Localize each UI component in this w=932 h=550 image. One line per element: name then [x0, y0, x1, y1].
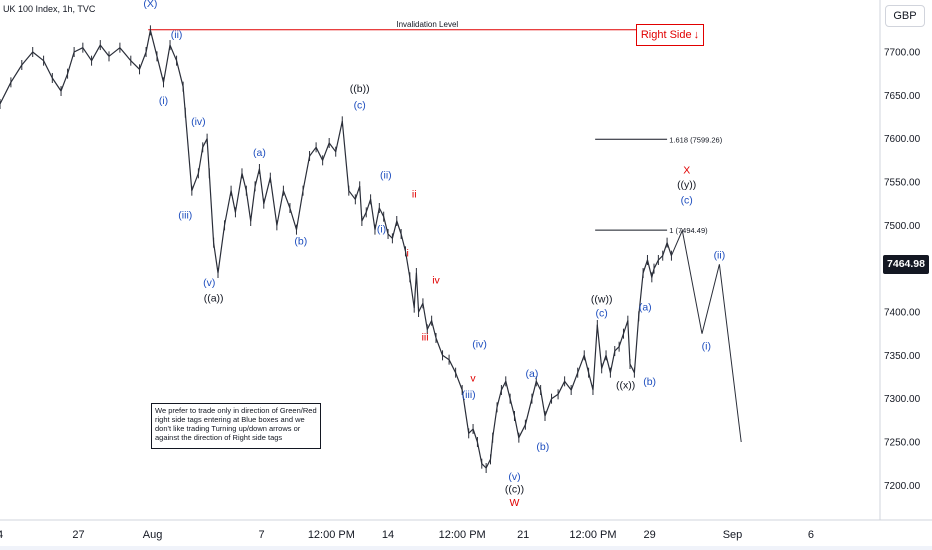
projection-line [670, 228, 742, 443]
wave-label: (i) [702, 340, 711, 352]
x-axis: 4 27 Aug 7 12:00 PM 14 12:00 PM 21 12:00 PM 29 Sep… [0, 529, 814, 541]
wave-label: (v) [508, 471, 520, 483]
fib-label: 1 (7494.49) [669, 226, 708, 235]
wave-label: (i) [377, 223, 386, 235]
wave-label: (a) [253, 147, 266, 159]
wave-label: (ii) [171, 29, 183, 41]
wave-label: (i) [159, 95, 168, 107]
last-price-tag: 7464.98 [883, 255, 929, 274]
wave-label: iv [432, 274, 440, 286]
wave-label: (b) [643, 376, 656, 388]
y-tick-label: 7550.00 [884, 178, 921, 189]
y-tick-label: 7300.00 [884, 394, 921, 405]
x-tick-label: 12:00 PM [569, 529, 616, 541]
chart-title: UK 100 Index, 1h, TVC [3, 4, 96, 14]
x-tick-label: 12:00 PM [308, 529, 355, 541]
wave-label: (a) [639, 301, 652, 313]
wave-label: v [470, 372, 476, 384]
y-tick-label: 7350.00 [884, 351, 921, 362]
wave-label: (iv) [191, 116, 206, 128]
wave-label: (a) [525, 368, 538, 380]
x-tick-label: 6 [808, 529, 814, 541]
wave-label: ((a)) [204, 293, 224, 305]
wave-label: ((c)) [505, 483, 524, 495]
x-tick-label: 21 [517, 529, 529, 541]
wave-label: ii [412, 189, 417, 201]
wave-label: (c) [354, 99, 366, 111]
invalidation-level-label: Invalidation Level [396, 20, 458, 29]
fib-levels: Invalidation Level7725.651.618 (7599.26)… [148, 20, 723, 235]
wave-label: ((x)) [616, 379, 635, 391]
y-tick-label: 7700.00 [884, 48, 921, 59]
wave-label: ((y)) [677, 179, 696, 191]
wave-label: iii [422, 332, 429, 344]
x-tick-label: 12:00 PM [439, 529, 486, 541]
wave-label: (ii) [380, 170, 392, 182]
x-tick-label: 14 [382, 529, 394, 541]
y-tick-label: 7250.00 [884, 438, 921, 449]
wave-label: (iii) [178, 209, 192, 221]
x-tick-label: 27 [72, 529, 84, 541]
wave-label: ((b)) [350, 83, 370, 95]
price-line [0, 29, 672, 469]
x-tick-label: Aug [143, 529, 163, 541]
projection-path [670, 228, 742, 443]
wave-labels: (X) (i) (ii) (iii) (iv) (v) ((a)) (a) (b) ((b)) (c… [143, 0, 725, 509]
y-tick-label: 7200.00 [884, 481, 921, 492]
fib-label: 1.618 (7599.26) [669, 135, 722, 144]
y-tick-label: 7400.00 [884, 308, 921, 319]
wave-label: (b) [294, 235, 307, 247]
right-side-label: Right Side [640, 29, 692, 41]
x-tick-label: 4 [0, 529, 3, 541]
x-tick-label: Sep [723, 529, 743, 541]
y-tick-label: 7500.00 [884, 221, 921, 232]
price-series [0, 25, 672, 473]
wave-label: ((w)) [591, 293, 613, 305]
down-arrow-icon: ↓ [693, 29, 700, 41]
wave-label: (iv) [472, 339, 487, 351]
wave-label: X [683, 164, 690, 176]
wave-label: (X) [143, 0, 157, 10]
time-scrollbar[interactable] [0, 546, 932, 550]
y-tick-label: 7600.00 [884, 134, 921, 145]
wave-label: (v) [203, 277, 215, 289]
wave-label: i [406, 248, 408, 260]
wave-label: W [510, 497, 520, 509]
right-side-tag: Right Side ↓ [636, 24, 704, 46]
wave-label: (b) [536, 441, 549, 453]
wave-label: (c) [681, 195, 693, 207]
y-tick-label: 7650.00 [884, 91, 921, 102]
currency-button[interactable]: GBP [885, 5, 925, 27]
trading-note: We prefer to trade only in direction of … [151, 403, 321, 449]
x-tick-label: 29 [644, 529, 656, 541]
wave-label: (c) [596, 307, 608, 319]
wave-label: (ii) [714, 249, 726, 261]
axis-lines [0, 0, 932, 521]
wave-label: (iii) [462, 389, 476, 401]
x-tick-label: 7 [259, 529, 265, 541]
